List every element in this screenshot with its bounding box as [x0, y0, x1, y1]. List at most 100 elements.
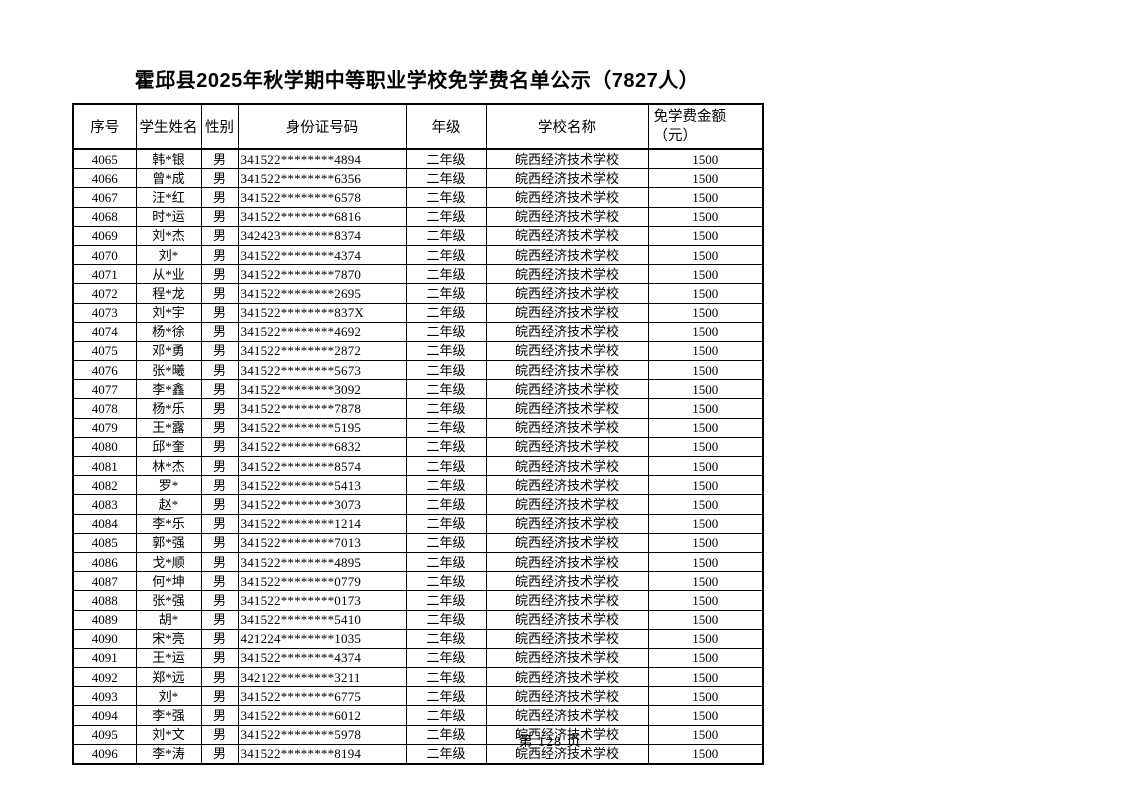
cell-seq: 4082	[72, 475, 137, 496]
table-row: 4071 从*业男 341522********7870 二年级 皖西经济技术学校 150…	[72, 264, 764, 285]
cell-grade: 二年级	[405, 283, 487, 304]
cell-amount: 1500	[647, 340, 764, 362]
cell-gender: 男	[200, 417, 239, 438]
cell-idnum: 341522********6012	[237, 705, 407, 726]
table-row: 4078 杨*乐男 341522********7878 二年级 皖西经济技术学校 150…	[72, 398, 764, 419]
cell-gender: 男	[200, 225, 239, 246]
cell-gender: 男	[200, 475, 239, 496]
cell-amount: 1500	[647, 455, 764, 477]
cell-gender: 男	[200, 379, 239, 400]
cell-idnum: 341522********5673	[237, 360, 407, 381]
cell-idnum: 341522********7870	[237, 264, 407, 285]
cell-school: 皖西经济技术学校	[485, 724, 649, 745]
cell-grade: 二年级	[405, 360, 487, 381]
cell-gender: 男	[200, 398, 239, 419]
cell-grade: 二年级	[405, 340, 487, 362]
cell-name: 何*坤	[135, 571, 202, 592]
cell-amount: 1500	[647, 647, 764, 669]
cell-idnum: 341522********7013	[237, 532, 407, 553]
cell-school: 皖西经济技术学校	[485, 168, 649, 189]
column-header-amount: 免学费金额 （元）	[647, 103, 764, 150]
cell-gender: 男	[200, 686, 239, 707]
cell-gender: 男	[200, 321, 239, 342]
table-row: 4093 刘* 男 341522********6775 二年级 皖西经济技术学校 1500	[72, 686, 764, 707]
cell-name: 郭*强	[135, 532, 202, 553]
cell-seq: 4087	[72, 571, 137, 592]
table-row: 4085 郭*强男 341522********7013 二年级 皖西经济技术学校 150…	[72, 532, 764, 553]
cell-name: 曾*成	[135, 168, 202, 189]
cell-idnum: 341522********6816	[237, 206, 407, 227]
cell-seq: 4065	[72, 148, 137, 170]
cell-grade: 二年级	[405, 321, 487, 342]
cell-amount: 1500	[647, 360, 764, 381]
cell-name: 时*运	[135, 206, 202, 227]
cell-name: 刘*	[135, 244, 202, 266]
cell-idnum: 421224********1035	[237, 628, 407, 649]
cell-idnum: 341522********5413	[237, 475, 407, 496]
cell-amount: 1500	[647, 705, 764, 726]
cell-school: 皖西经济技术学校	[485, 225, 649, 246]
cell-name: 宋*亮	[135, 628, 202, 649]
cell-school: 皖西经济技术学校	[485, 187, 649, 208]
cell-seq: 4086	[72, 551, 137, 573]
table-row: 4089 胡* 男 341522********5410 二年级 皖西经济技术学校 1500	[72, 609, 764, 630]
cell-idnum: 341522********4894	[237, 148, 407, 170]
cell-grade: 二年级	[405, 647, 487, 669]
table-body: 4065 韩*银男 341522********4894 二年级 皖西经济技术学校 150…	[72, 148, 764, 765]
cell-idnum: 341522********5978	[237, 724, 407, 745]
cell-amount: 1500	[647, 398, 764, 419]
cell-gender: 男	[200, 302, 239, 323]
cell-amount: 1500	[647, 244, 764, 266]
cell-idnum: 341522********4895	[237, 551, 407, 573]
cell-name: 邱*奎	[135, 436, 202, 458]
table-row: 4068 时*运男 341522********6816 二年级 皖西经济技术学校 150…	[72, 206, 764, 227]
table-row: 4081 林*杰男 341522********8574 二年级 皖西经济技术学校 150…	[72, 455, 764, 477]
cell-school: 皖西经济技术学校	[485, 647, 649, 669]
cell-school: 皖西经济技术学校	[485, 436, 649, 458]
cell-idnum: 341522********2872	[237, 340, 407, 362]
cell-amount: 1500	[647, 571, 764, 592]
cell-idnum: 341522********4374	[237, 244, 407, 266]
cell-idnum: 341522********0173	[237, 590, 407, 611]
cell-seq: 4084	[72, 513, 137, 534]
tuition-exemption-table: 序号 学生姓名 性别 身份证号码 年级 学校名称 免学费金额 （元） 4065 韩*银男 341…	[72, 103, 764, 765]
cell-gender: 男	[200, 551, 239, 573]
cell-gender: 男	[200, 360, 239, 381]
cell-school: 皖西经济技术学校	[485, 321, 649, 342]
cell-school: 皖西经济技术学校	[485, 264, 649, 285]
cell-name: 刘*宇	[135, 302, 202, 323]
cell-seq: 4073	[72, 302, 137, 323]
cell-grade: 二年级	[405, 187, 487, 208]
table-row: 4074 杨*徐男 341522********4692 二年级 皖西经济技术学校 150…	[72, 321, 764, 342]
cell-grade: 二年级	[405, 302, 487, 323]
cell-gender: 男	[200, 494, 239, 515]
cell-grade: 二年级	[405, 455, 487, 477]
cell-school: 皖西经济技术学校	[485, 513, 649, 534]
cell-idnum: 341522********6832	[237, 436, 407, 458]
cell-amount: 1500	[647, 513, 764, 534]
column-header-school: 学校名称	[485, 103, 649, 150]
table-row: 4088 张*强男 341522********0173 二年级 皖西经济技术学校 150…	[72, 590, 764, 611]
cell-name: 李*鑫	[135, 379, 202, 400]
cell-seq: 4079	[72, 417, 137, 438]
cell-amount: 1500	[647, 379, 764, 400]
cell-seq: 4088	[72, 590, 137, 611]
cell-seq: 4081	[72, 455, 137, 477]
cell-name: 罗*	[135, 475, 202, 496]
cell-gender: 男	[200, 168, 239, 189]
cell-amount: 1500	[647, 283, 764, 304]
cell-name: 刘*	[135, 686, 202, 707]
cell-seq: 4090	[72, 628, 137, 649]
cell-amount: 1500	[647, 667, 764, 688]
cell-seq: 4069	[72, 225, 137, 246]
cell-grade: 二年级	[405, 168, 487, 189]
cell-grade: 二年级	[405, 743, 487, 765]
table-row: 4094 李*强男 341522********6012 二年级 皖西经济技术学校 150…	[72, 705, 764, 726]
cell-idnum: 341522********5410	[237, 609, 407, 630]
cell-gender: 男	[200, 187, 239, 208]
cell-grade: 二年级	[405, 724, 487, 745]
cell-amount: 1500	[647, 609, 764, 630]
cell-school: 皖西经济技术学校	[485, 244, 649, 266]
cell-seq: 4067	[72, 187, 137, 208]
cell-gender: 男	[200, 705, 239, 726]
